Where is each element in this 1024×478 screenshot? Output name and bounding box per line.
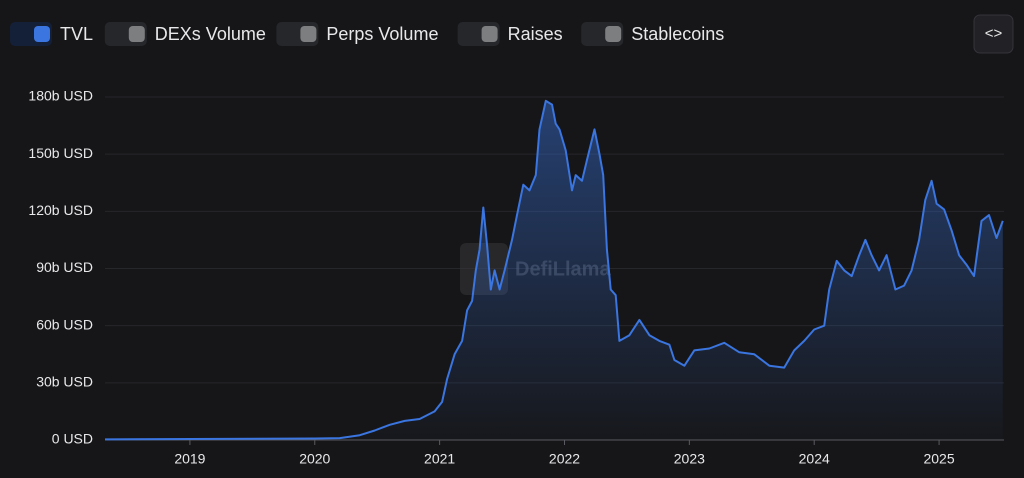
x-tick-label: 2020 xyxy=(299,451,330,467)
toggle-label: Stablecoins xyxy=(631,24,724,44)
y-tick-label: 90b USD xyxy=(36,259,93,275)
toggle[interactable]: Stablecoins xyxy=(581,22,724,46)
x-tick-label: 2025 xyxy=(923,451,954,467)
toggle[interactable]: TVL xyxy=(10,22,93,46)
toggle[interactable]: Perps Volume xyxy=(276,22,438,46)
embed-button[interactable] xyxy=(973,14,1014,54)
toggle-label: TVL xyxy=(60,24,93,44)
y-tick-label: 120b USD xyxy=(28,202,93,218)
toggle-label: Perps Volume xyxy=(326,24,438,44)
x-tick-label: 2021 xyxy=(424,451,455,467)
y-tick-label: 60b USD xyxy=(36,316,93,332)
plot: DefiLlama xyxy=(104,99,1004,441)
toggle-box xyxy=(128,26,145,42)
x-tick-label: 2024 xyxy=(799,451,830,467)
x-tick-label: 2019 xyxy=(174,451,205,467)
toggle[interactable]: DEXs Volume xyxy=(104,22,266,46)
toggle-box xyxy=(300,26,317,42)
toggle-box xyxy=(481,26,498,42)
y-tick-label: 30b USD xyxy=(36,374,93,390)
area xyxy=(105,100,1003,441)
y-tick-label: 0 USD xyxy=(52,431,93,447)
line xyxy=(104,99,1004,441)
toggle-label: Raises xyxy=(508,24,563,44)
x-tick-label: 2022 xyxy=(549,451,580,467)
x-tick-label: 2023 xyxy=(674,451,705,467)
y-tick-label: 180b USD xyxy=(28,88,93,104)
toggle-box xyxy=(605,26,622,42)
toggle-box xyxy=(34,26,50,42)
toggles: TVL DEXs Volume Perps Volume Raises Stableco… xyxy=(10,22,724,46)
toggle[interactable]: Raises xyxy=(457,22,563,46)
embed-icon: <> xyxy=(985,25,1003,42)
toggle-label: DEXs Volume xyxy=(155,24,266,44)
y-tick-label: 150b USD xyxy=(28,145,93,161)
